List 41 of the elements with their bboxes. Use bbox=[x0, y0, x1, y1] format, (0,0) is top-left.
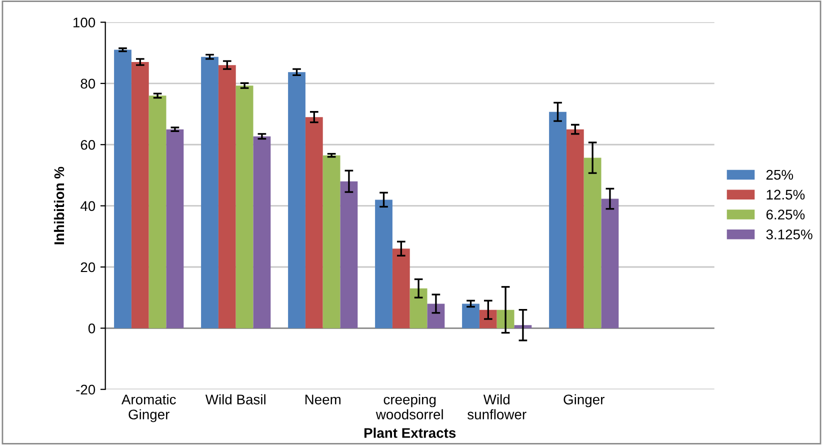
x-tick-label: Wild sunflower bbox=[468, 394, 526, 420]
bar bbox=[549, 112, 566, 328]
legend-label: 25% bbox=[766, 170, 794, 180]
bar bbox=[305, 117, 323, 328]
bar bbox=[218, 65, 236, 328]
x-tick-label: Ginger bbox=[564, 394, 604, 408]
bar bbox=[201, 56, 218, 328]
y-tick-label: 20 bbox=[80, 262, 96, 272]
bar bbox=[288, 72, 306, 328]
bar bbox=[166, 129, 184, 328]
y-tick-label: 0 bbox=[88, 324, 96, 334]
legend-label: 12.5% bbox=[766, 190, 805, 200]
x-tick-label: Neem bbox=[305, 394, 340, 404]
bar bbox=[114, 50, 132, 328]
bar bbox=[392, 248, 410, 328]
bar bbox=[131, 62, 149, 328]
x-tick-label: Aromatic Ginger bbox=[121, 394, 176, 422]
bar bbox=[236, 86, 254, 328]
bar bbox=[427, 304, 445, 328]
bar bbox=[601, 198, 619, 328]
y-tick-label: -20 bbox=[76, 384, 96, 395]
legend-label: 3.125% bbox=[766, 230, 812, 240]
x-axis-title: Plant Extracts bbox=[364, 428, 456, 438]
bar bbox=[322, 155, 340, 328]
bar bbox=[340, 181, 358, 328]
bar bbox=[566, 129, 584, 328]
bar bbox=[148, 96, 166, 328]
x-tick-label: creeping woodsorrel bbox=[376, 394, 443, 420]
y-tick-label: 40 bbox=[80, 201, 96, 211]
bar bbox=[462, 304, 480, 328]
bar bbox=[253, 136, 271, 328]
bar bbox=[479, 310, 497, 328]
bar bbox=[375, 200, 392, 328]
x-tick-label: Wild Basil bbox=[205, 394, 266, 404]
y-tick-label: 60 bbox=[80, 140, 96, 150]
bar bbox=[584, 158, 602, 328]
y-tick-label: 80 bbox=[80, 78, 96, 89]
legend-label: 6.25% bbox=[766, 210, 805, 220]
bar bbox=[410, 288, 428, 328]
y-tick-label: 100 bbox=[74, 18, 96, 28]
y-axis-title: Inhibition % bbox=[54, 166, 64, 244]
